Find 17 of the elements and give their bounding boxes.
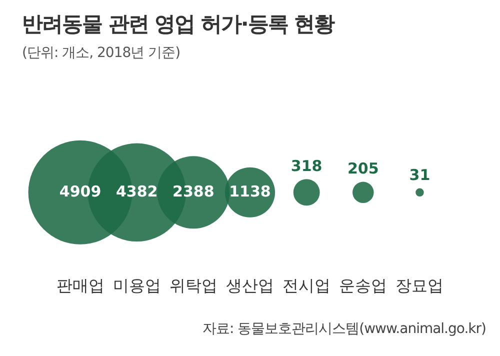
category-label: 판매업 (56, 278, 104, 295)
data-label: 4909 (59, 182, 102, 200)
text: 자료: 동물보호관리시스템(www.animal.go.kr) (202, 320, 486, 338)
category-label: 전시업 (282, 278, 331, 295)
category-label: 운송업 (339, 278, 388, 295)
category-label: 장묘업 (396, 278, 444, 295)
data-label: 1138 (229, 182, 271, 200)
data-label: 31 (409, 166, 430, 184)
text: (단위: 개소, 2018년 기준) (22, 44, 180, 62)
data-label: 4382 (116, 182, 158, 200)
category-label: 미용업 (112, 278, 161, 295)
data-label: 318 (290, 157, 322, 176)
data-label: 2388 (172, 182, 214, 200)
text: 반려동물 관련 영업 허가·등록 현황 (22, 11, 334, 38)
data-label: 205 (347, 160, 379, 178)
category-label: 생산업 (226, 278, 274, 295)
category-label: 위탁업 (169, 278, 218, 295)
